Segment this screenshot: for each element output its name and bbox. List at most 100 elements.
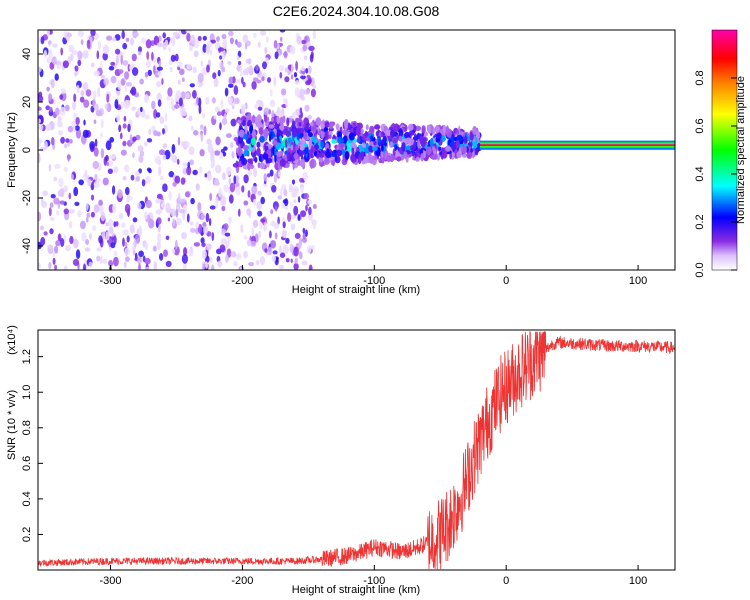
spectrogram-cell: [311, 135, 316, 143]
spectrogram-cell: [420, 155, 424, 161]
spectrogram-cell: [156, 217, 162, 225]
spectrogram-cell: [236, 147, 239, 154]
spectrogram-cell: [295, 108, 302, 116]
spectrogram-cell: [146, 59, 151, 69]
spectrogram-cell: [156, 92, 162, 102]
spectrogram-cell: [122, 123, 127, 129]
spectrogram-cell: [215, 136, 221, 146]
spectrogram-cell: [48, 207, 52, 217]
spectrogram-cell: [162, 183, 168, 192]
spectrogram-cell: [222, 117, 228, 126]
spectrogram-cell: [112, 166, 119, 174]
spectrogram-cell: [396, 156, 402, 162]
spectrogram-cell: [404, 131, 410, 139]
spectrogram-cell: [102, 177, 109, 186]
spectrogram-cell: [273, 173, 277, 184]
spectrogram-cell: [144, 242, 149, 250]
spectrogram-cell: [225, 133, 232, 139]
spectrogram-cell: [364, 147, 370, 154]
spectrogram-tone-band: [479, 142, 675, 145]
spectrogram-cell: [179, 68, 185, 76]
spectrogram-cell: [470, 148, 473, 153]
spectrogram-cell: [313, 144, 319, 151]
spectrogram-cell: [111, 37, 117, 42]
spectrogram-cell: [145, 176, 151, 184]
spectrogram-cell: [231, 151, 235, 159]
spectrogram-cell: [441, 134, 446, 143]
spectrogram-cell: [182, 167, 187, 175]
spectrogram-cell: [271, 255, 277, 262]
spectrogram-cell: [398, 128, 404, 138]
spectrogram-cell: [120, 78, 126, 86]
spectrogram-cell: [196, 96, 199, 106]
spectrogram-cell: [293, 262, 299, 270]
spectrogram-cell: [190, 197, 195, 205]
spectrogram-cell: [67, 154, 70, 162]
spectrogram-cell: [80, 39, 84, 45]
spectrogram-cell: [271, 110, 275, 119]
spectrogram-cell: [299, 158, 305, 168]
spectrogram-cell: [114, 99, 119, 109]
spectrogram-cell: [263, 114, 268, 123]
spectrogram-x-tick-label: -200: [231, 275, 253, 287]
spectrogram-cell: [476, 130, 480, 140]
spectrogram-cell: [221, 49, 226, 60]
spectrogram-cell: [308, 132, 313, 138]
spectrogram-cell: [256, 79, 262, 84]
spectrogram-cell: [106, 93, 110, 103]
spectrogram-cell: [342, 135, 348, 144]
spectrogram-cell: [38, 262, 41, 269]
spectrogram-cell: [175, 208, 179, 218]
spectrogram-cell: [350, 153, 357, 163]
spectrogram-cell: [69, 209, 75, 214]
spectrogram-cell: [120, 149, 127, 156]
spectrogram-cell: [274, 153, 277, 163]
spectrogram-cell: [308, 45, 315, 52]
spectrogram-cell: [159, 175, 164, 181]
spectrogram-cell: [200, 237, 205, 244]
spectrogram-cell: [325, 151, 332, 159]
spectrogram-cell: [126, 197, 130, 203]
spectrogram-cell: [185, 92, 190, 99]
spectrogram-cell: [63, 166, 68, 172]
spectrogram-cell: [254, 103, 259, 110]
spectrogram-cell: [241, 106, 245, 116]
spectrogram-cell: [190, 125, 194, 132]
spectrogram-cell: [198, 166, 203, 174]
spectrogram-cell: [238, 143, 241, 154]
spectrogram-cell: [282, 221, 286, 229]
spectrogram-cell: [53, 97, 56, 106]
spectrogram-cell: [52, 250, 56, 258]
spectrogram-cell: [256, 100, 263, 105]
spectrogram-cell: [302, 131, 308, 140]
spectrogram-cell: [287, 64, 292, 70]
spectrogram-cell: [92, 160, 99, 170]
spectrogram-cell: [307, 114, 312, 120]
spectrogram-cell: [153, 65, 156, 75]
spectrogram-x-tick-label: -300: [100, 275, 122, 287]
spectrogram-cell: [355, 126, 362, 136]
spectrogram-cell: [288, 185, 294, 193]
spectrogram-cell: [130, 174, 135, 181]
snr-y-tick-label: 1.0: [21, 385, 33, 400]
spectrogram-cell: [82, 263, 87, 270]
spectrogram-cell: [171, 248, 176, 254]
spectrogram-cell: [141, 179, 146, 187]
spectrogram-cell: [69, 138, 73, 144]
spectrogram-cell: [436, 132, 442, 139]
spectrogram-cell: [181, 77, 185, 82]
spectrogram-cell: [100, 211, 106, 222]
spectrogram-cell: [144, 114, 150, 120]
spectrogram-cell: [307, 199, 313, 205]
spectrogram-cell: [85, 239, 90, 245]
spectrogram-cell: [44, 141, 48, 150]
spectrogram-cell: [72, 258, 80, 266]
spectrogram-cell: [173, 31, 180, 37]
spectrogram-cell: [403, 151, 408, 159]
spectrogram-cell: [320, 131, 325, 139]
spectrogram-x-axis: -300 -200 -100 0 100: [100, 265, 647, 287]
spectrogram-cell: [235, 160, 239, 166]
spectrogram-cell: [430, 154, 437, 160]
spectrogram-cell: [89, 141, 96, 150]
spectrogram-cell: [156, 42, 163, 48]
